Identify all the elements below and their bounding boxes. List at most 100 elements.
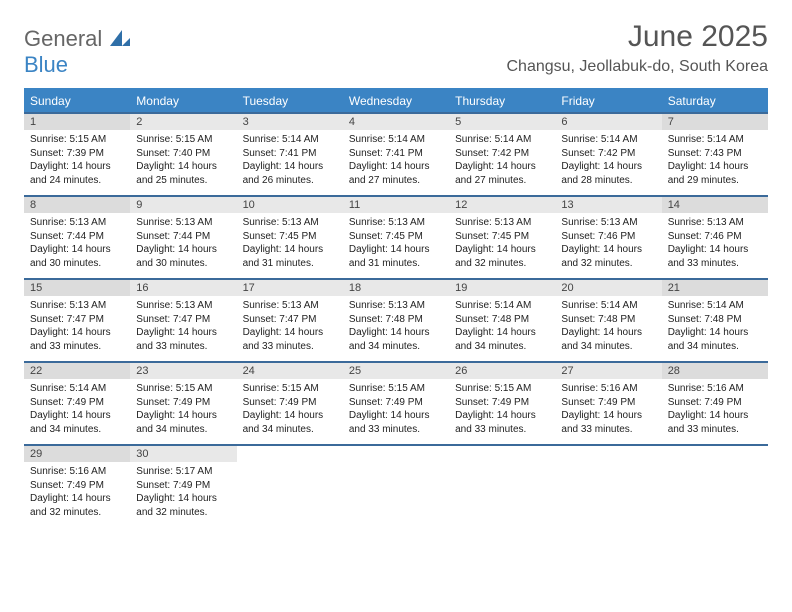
sunrise-text: Sunrise: 5:14 AM (561, 133, 655, 147)
sunset-text: Sunset: 7:48 PM (668, 313, 762, 327)
daylight-text: Daylight: 14 hours and 33 minutes. (668, 409, 762, 436)
day-number-cell: 9 (130, 196, 236, 213)
sunset-text: Sunset: 7:49 PM (243, 396, 337, 410)
day-number-cell: 8 (24, 196, 130, 213)
day-body-cell (662, 462, 768, 527)
sunrise-text: Sunrise: 5:15 AM (136, 382, 230, 396)
day-number-cell: 4 (343, 113, 449, 130)
sunrise-text: Sunrise: 5:14 AM (243, 133, 337, 147)
daylight-text: Daylight: 14 hours and 31 minutes. (349, 243, 443, 270)
sunrise-text: Sunrise: 5:14 AM (455, 133, 549, 147)
daylight-text: Daylight: 14 hours and 32 minutes. (561, 243, 655, 270)
sunset-text: Sunset: 7:45 PM (349, 230, 443, 244)
daylight-text: Daylight: 14 hours and 27 minutes. (349, 160, 443, 187)
sunset-text: Sunset: 7:45 PM (455, 230, 549, 244)
day-body-cell: Sunrise: 5:15 AMSunset: 7:39 PMDaylight:… (24, 130, 130, 196)
day-body-cell: Sunrise: 5:15 AMSunset: 7:40 PMDaylight:… (130, 130, 236, 196)
sunset-text: Sunset: 7:46 PM (668, 230, 762, 244)
day-number-cell: 22 (24, 362, 130, 379)
day-body-cell: Sunrise: 5:14 AMSunset: 7:42 PMDaylight:… (449, 130, 555, 196)
daylight-text: Daylight: 14 hours and 33 minutes. (136, 326, 230, 353)
day-body-cell: Sunrise: 5:14 AMSunset: 7:43 PMDaylight:… (662, 130, 768, 196)
day-number-cell: 23 (130, 362, 236, 379)
title-block: June 2025 Changsu, Jeollabuk-do, South K… (506, 20, 768, 84)
day-body-cell: Sunrise: 5:13 AMSunset: 7:44 PMDaylight:… (24, 213, 130, 279)
sunrise-text: Sunrise: 5:15 AM (136, 133, 230, 147)
day-number-cell: 30 (130, 445, 236, 462)
sunset-text: Sunset: 7:49 PM (136, 479, 230, 493)
daylight-text: Daylight: 14 hours and 29 minutes. (668, 160, 762, 187)
daylight-text: Daylight: 14 hours and 33 minutes. (30, 326, 124, 353)
sunrise-text: Sunrise: 5:16 AM (561, 382, 655, 396)
day-body-cell: Sunrise: 5:16 AMSunset: 7:49 PMDaylight:… (555, 379, 661, 445)
weekday-header: Sunday (24, 89, 130, 113)
day-body-cell: Sunrise: 5:13 AMSunset: 7:44 PMDaylight:… (130, 213, 236, 279)
day-number-cell: 29 (24, 445, 130, 462)
daylight-text: Daylight: 14 hours and 33 minutes. (561, 409, 655, 436)
day-number-cell: 18 (343, 279, 449, 296)
daylight-text: Daylight: 14 hours and 34 minutes. (455, 326, 549, 353)
day-number-cell (662, 445, 768, 462)
sunset-text: Sunset: 7:49 PM (349, 396, 443, 410)
day-body-cell: Sunrise: 5:14 AMSunset: 7:42 PMDaylight:… (555, 130, 661, 196)
weekday-header: Tuesday (237, 89, 343, 113)
sunrise-text: Sunrise: 5:13 AM (349, 299, 443, 313)
day-body-row: Sunrise: 5:16 AMSunset: 7:49 PMDaylight:… (24, 462, 768, 527)
day-number-row: 2930 (24, 445, 768, 462)
day-number-cell: 16 (130, 279, 236, 296)
day-number-row: 22232425262728 (24, 362, 768, 379)
day-body-cell: Sunrise: 5:14 AMSunset: 7:48 PMDaylight:… (449, 296, 555, 362)
daylight-text: Daylight: 14 hours and 33 minutes. (243, 326, 337, 353)
sunrise-text: Sunrise: 5:14 AM (668, 133, 762, 147)
month-title: June 2025 (506, 20, 768, 54)
daylight-text: Daylight: 14 hours and 26 minutes. (243, 160, 337, 187)
day-body-row: Sunrise: 5:15 AMSunset: 7:39 PMDaylight:… (24, 130, 768, 196)
day-number-cell: 26 (449, 362, 555, 379)
daylight-text: Daylight: 14 hours and 32 minutes. (455, 243, 549, 270)
daylight-text: Daylight: 14 hours and 32 minutes. (30, 492, 124, 519)
day-number-cell: 2 (130, 113, 236, 130)
sunset-text: Sunset: 7:39 PM (30, 147, 124, 161)
day-body-cell: Sunrise: 5:15 AMSunset: 7:49 PMDaylight:… (130, 379, 236, 445)
sunrise-text: Sunrise: 5:17 AM (136, 465, 230, 479)
sunset-text: Sunset: 7:48 PM (561, 313, 655, 327)
day-body-cell: Sunrise: 5:14 AMSunset: 7:49 PMDaylight:… (24, 379, 130, 445)
sunrise-text: Sunrise: 5:14 AM (30, 382, 124, 396)
day-body-cell: Sunrise: 5:15 AMSunset: 7:49 PMDaylight:… (449, 379, 555, 445)
daylight-text: Daylight: 14 hours and 30 minutes. (30, 243, 124, 270)
location-text: Changsu, Jeollabuk-do, South Korea (506, 58, 768, 76)
day-number-cell: 21 (662, 279, 768, 296)
sunset-text: Sunset: 7:40 PM (136, 147, 230, 161)
sunset-text: Sunset: 7:43 PM (668, 147, 762, 161)
day-body-cell: Sunrise: 5:13 AMSunset: 7:47 PMDaylight:… (24, 296, 130, 362)
day-number-cell: 20 (555, 279, 661, 296)
day-body-row: Sunrise: 5:14 AMSunset: 7:49 PMDaylight:… (24, 379, 768, 445)
sunrise-text: Sunrise: 5:15 AM (455, 382, 549, 396)
day-number-cell: 12 (449, 196, 555, 213)
daylight-text: Daylight: 14 hours and 24 minutes. (30, 160, 124, 187)
daylight-text: Daylight: 14 hours and 28 minutes. (561, 160, 655, 187)
sunset-text: Sunset: 7:49 PM (136, 396, 230, 410)
day-number-cell: 25 (343, 362, 449, 379)
day-body-cell: Sunrise: 5:13 AMSunset: 7:45 PMDaylight:… (343, 213, 449, 279)
sunrise-text: Sunrise: 5:14 AM (561, 299, 655, 313)
sunset-text: Sunset: 7:44 PM (30, 230, 124, 244)
day-number-cell (555, 445, 661, 462)
sunset-text: Sunset: 7:42 PM (455, 147, 549, 161)
weekday-header: Thursday (449, 89, 555, 113)
day-number-cell: 17 (237, 279, 343, 296)
day-number-cell (449, 445, 555, 462)
day-body-cell: Sunrise: 5:14 AMSunset: 7:41 PMDaylight:… (343, 130, 449, 196)
day-number-row: 1234567 (24, 113, 768, 130)
sunset-text: Sunset: 7:45 PM (243, 230, 337, 244)
daylight-text: Daylight: 14 hours and 34 minutes. (349, 326, 443, 353)
day-number-cell: 3 (237, 113, 343, 130)
daylight-text: Daylight: 14 hours and 33 minutes. (349, 409, 443, 436)
day-body-cell (555, 462, 661, 527)
sunrise-text: Sunrise: 5:14 AM (455, 299, 549, 313)
sunrise-text: Sunrise: 5:15 AM (30, 133, 124, 147)
day-number-cell (237, 445, 343, 462)
day-number-cell: 15 (24, 279, 130, 296)
daylight-text: Daylight: 14 hours and 33 minutes. (455, 409, 549, 436)
day-body-cell: Sunrise: 5:13 AMSunset: 7:47 PMDaylight:… (237, 296, 343, 362)
